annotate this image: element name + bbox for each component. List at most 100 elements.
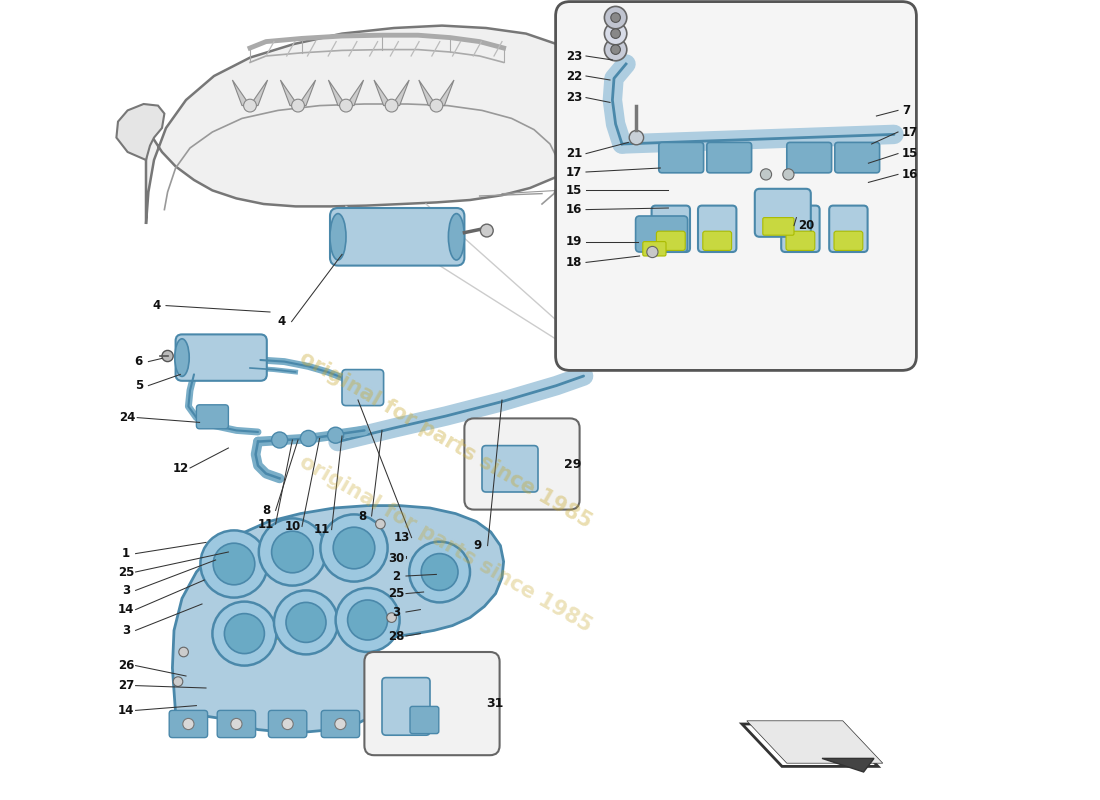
Circle shape xyxy=(179,647,188,657)
Text: 15: 15 xyxy=(565,184,582,197)
Circle shape xyxy=(328,427,343,443)
Text: 12: 12 xyxy=(173,462,188,474)
FancyBboxPatch shape xyxy=(651,206,690,252)
Ellipse shape xyxy=(330,214,346,260)
Text: 15: 15 xyxy=(902,147,918,160)
FancyBboxPatch shape xyxy=(382,678,430,735)
FancyBboxPatch shape xyxy=(829,206,868,252)
Text: 19: 19 xyxy=(565,235,582,248)
Circle shape xyxy=(610,45,620,54)
Circle shape xyxy=(173,677,183,686)
Circle shape xyxy=(272,432,287,448)
Circle shape xyxy=(430,99,443,112)
Polygon shape xyxy=(742,724,878,766)
Text: 4: 4 xyxy=(278,315,286,328)
Text: 17: 17 xyxy=(565,166,582,178)
Circle shape xyxy=(320,514,387,582)
Circle shape xyxy=(200,530,267,598)
Circle shape xyxy=(340,99,352,112)
Circle shape xyxy=(409,542,470,602)
Circle shape xyxy=(610,29,620,38)
Polygon shape xyxy=(173,506,504,732)
FancyBboxPatch shape xyxy=(659,142,704,173)
Text: 27: 27 xyxy=(118,679,134,692)
FancyBboxPatch shape xyxy=(762,218,794,235)
Text: 21: 21 xyxy=(565,147,582,160)
FancyBboxPatch shape xyxy=(342,370,384,406)
FancyBboxPatch shape xyxy=(197,405,229,429)
Text: 26: 26 xyxy=(118,659,134,672)
Text: 1: 1 xyxy=(122,547,130,560)
Text: 16: 16 xyxy=(902,168,918,181)
FancyBboxPatch shape xyxy=(698,206,736,252)
Circle shape xyxy=(421,554,458,590)
Text: 8: 8 xyxy=(358,510,366,522)
Circle shape xyxy=(243,99,256,112)
Text: 25: 25 xyxy=(388,587,405,600)
Circle shape xyxy=(385,99,398,112)
Polygon shape xyxy=(374,80,392,106)
FancyBboxPatch shape xyxy=(410,706,439,734)
Text: 20: 20 xyxy=(798,219,814,232)
FancyBboxPatch shape xyxy=(786,231,815,250)
FancyBboxPatch shape xyxy=(482,446,538,492)
Polygon shape xyxy=(232,80,250,106)
Text: 4: 4 xyxy=(152,299,161,312)
Circle shape xyxy=(604,22,627,45)
Text: 18: 18 xyxy=(565,256,582,269)
Text: original for parts since 1985: original for parts since 1985 xyxy=(296,348,595,532)
FancyBboxPatch shape xyxy=(169,710,208,738)
Circle shape xyxy=(292,99,305,112)
Text: 10: 10 xyxy=(284,520,300,533)
Circle shape xyxy=(300,430,317,446)
FancyBboxPatch shape xyxy=(703,231,732,250)
Circle shape xyxy=(481,224,493,237)
Circle shape xyxy=(272,531,313,573)
Circle shape xyxy=(610,13,620,22)
Text: 3: 3 xyxy=(122,584,130,597)
FancyBboxPatch shape xyxy=(321,710,360,738)
Circle shape xyxy=(333,527,375,569)
Circle shape xyxy=(783,169,794,180)
Text: 23: 23 xyxy=(565,91,582,104)
Circle shape xyxy=(604,38,627,61)
Circle shape xyxy=(386,718,397,730)
Text: 28: 28 xyxy=(388,630,405,642)
Text: 2: 2 xyxy=(393,570,400,582)
FancyBboxPatch shape xyxy=(217,710,255,738)
FancyBboxPatch shape xyxy=(755,189,811,237)
Circle shape xyxy=(336,588,399,652)
Polygon shape xyxy=(392,80,409,106)
FancyBboxPatch shape xyxy=(657,231,685,250)
Text: 6: 6 xyxy=(134,355,143,368)
FancyBboxPatch shape xyxy=(835,142,880,173)
Circle shape xyxy=(162,350,173,362)
Text: 14: 14 xyxy=(118,603,134,616)
Text: 9: 9 xyxy=(474,539,482,552)
Text: 30: 30 xyxy=(388,552,405,565)
FancyBboxPatch shape xyxy=(642,242,666,256)
Ellipse shape xyxy=(175,338,189,376)
FancyBboxPatch shape xyxy=(464,418,580,510)
Text: 25: 25 xyxy=(118,566,134,578)
Polygon shape xyxy=(280,80,298,106)
FancyBboxPatch shape xyxy=(834,231,862,250)
Circle shape xyxy=(375,519,385,529)
Circle shape xyxy=(604,6,627,29)
Polygon shape xyxy=(346,80,364,106)
Text: 13: 13 xyxy=(394,531,410,544)
FancyBboxPatch shape xyxy=(636,216,688,252)
Text: 31: 31 xyxy=(486,697,504,710)
Text: 11: 11 xyxy=(314,523,330,536)
Text: 24: 24 xyxy=(120,411,135,424)
Polygon shape xyxy=(822,758,875,772)
FancyBboxPatch shape xyxy=(268,710,307,738)
Text: 3: 3 xyxy=(122,624,130,637)
Circle shape xyxy=(213,543,255,585)
Text: 11: 11 xyxy=(257,518,274,530)
FancyBboxPatch shape xyxy=(364,652,499,755)
Text: 8: 8 xyxy=(262,504,271,517)
FancyBboxPatch shape xyxy=(781,206,820,252)
Circle shape xyxy=(647,246,658,258)
Text: 3: 3 xyxy=(393,606,400,618)
